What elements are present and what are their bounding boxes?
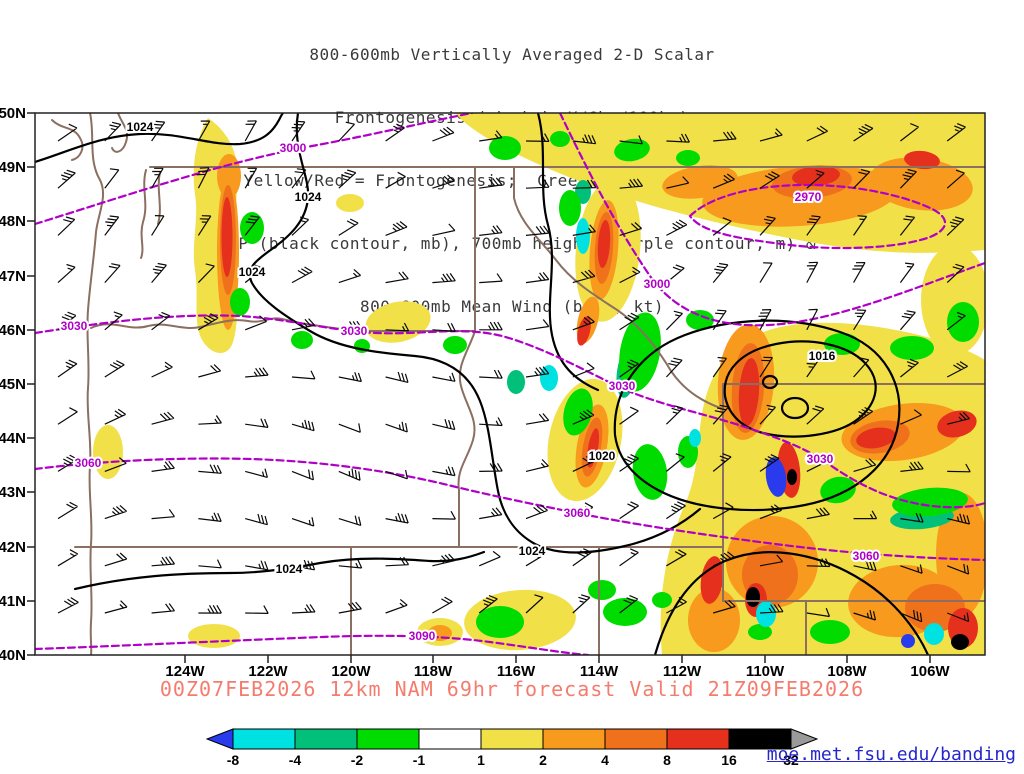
colorbar-segment [480,728,544,750]
lon-label: 124W [165,663,205,680]
height-contour-label: 3060 [564,506,591,520]
lat-label: 41N [0,593,26,610]
height-contour-label: 3030 [341,324,368,338]
mslp-contour-label: 1020 [589,449,616,463]
or-id-border [457,330,476,548]
colorbar-tick: -1 [413,752,426,768]
mslp-contour-label: 1024 [239,265,266,279]
height-contour-label: 3060 [75,456,102,470]
colorbar-tick: 32 [783,752,799,768]
colorbar-segment [604,728,668,750]
lon-axis: 124W 122W 120W 118W 116W 114W 112W 110W … [165,663,950,680]
lon-label: 114W [580,663,619,680]
colorbar-left-arrow [205,728,234,750]
colorbar-tick: 4 [601,752,609,768]
colorbar-tick: -2 [351,752,364,768]
height-contour-label: 2970 [795,190,822,204]
colorbar-segment [294,728,358,750]
lat-label: 49N [0,159,26,176]
mslp-contour-label: 1016 [809,349,836,363]
lat-ticks [27,112,35,656]
lon-label: 112W [663,663,702,680]
height-contours [35,113,985,655]
mslp-contour-label: 1024 [519,544,546,558]
wind-barbs [57,120,971,623]
pacific-coastline [86,113,105,655]
colorbar-segment [356,728,420,750]
colorbar-tick: -8 [227,752,240,768]
lat-label: 44N [0,430,26,447]
lon-label: 106W [910,663,950,680]
lat-label: 45N [0,376,26,393]
mslp-contours [35,113,930,655]
colorbar-segment [542,728,606,750]
colorbar-tick: 1 [477,752,485,768]
lat-label: 50N [0,105,26,122]
lat-label: 40N [0,647,26,664]
colorbar-segment [418,728,482,750]
lon-label: 116W [497,663,536,680]
lon-label: 118W [414,663,453,680]
height-contour-label: 3000 [280,141,307,155]
lat-axis: 50N 49N 48N 47N 46N 45N 44N 43N 42N 41N … [0,105,26,664]
lat-label: 48N [0,213,26,230]
lat-label: 47N [0,268,26,285]
lon-label: 110W [746,663,785,680]
height-contour-label: 3030 [609,379,636,393]
mslp-contour-label: 1024 [127,120,154,134]
colorbar-tick: -4 [289,752,302,768]
puget-sound-coast [51,113,161,259]
mslp-contour-label: 1024 [295,190,322,204]
id-mt-border [513,166,724,410]
credit-link[interactable]: moe.met.fsu.edu/banding [766,744,1016,765]
lat-label: 42N [0,539,26,556]
colorbar: -8 -4 -2 -1 1 2 4 8 16 32 [205,728,825,774]
lon-label: 120W [331,663,371,680]
mslp-contour-label: 1024 [276,562,303,576]
height-contour-label: 3030 [61,319,88,333]
height-contour-label: 3030 [807,452,834,466]
lon-label: 122W [248,663,288,680]
lat-label: 46N [0,322,26,339]
height-contour-label: 3090 [409,629,436,643]
forecast-caption: 00Z07FEB2026 12km NAM 69hr forecast Vali… [159,677,865,701]
title-line-1: 800-600mb Vertically Averaged 2-D Scalar [309,45,715,64]
lon-ticks [184,655,931,663]
height-contour-label: 3060 [853,549,880,563]
lon-label: 108W [827,663,867,680]
colorbar-right-arrow [790,728,819,750]
height-contour-label: 3000 [644,277,671,291]
colorbar-tick: 8 [663,752,671,768]
colorbar-tick: 16 [721,752,737,768]
colorbar-segment [666,728,730,750]
colorbar-segment [232,728,296,750]
contour-labels: 1024 1024 1024 1016 1020 1024 1024 3000 … [59,118,882,645]
lat-label: 43N [0,484,26,501]
colorbar-tick: 2 [539,752,547,768]
